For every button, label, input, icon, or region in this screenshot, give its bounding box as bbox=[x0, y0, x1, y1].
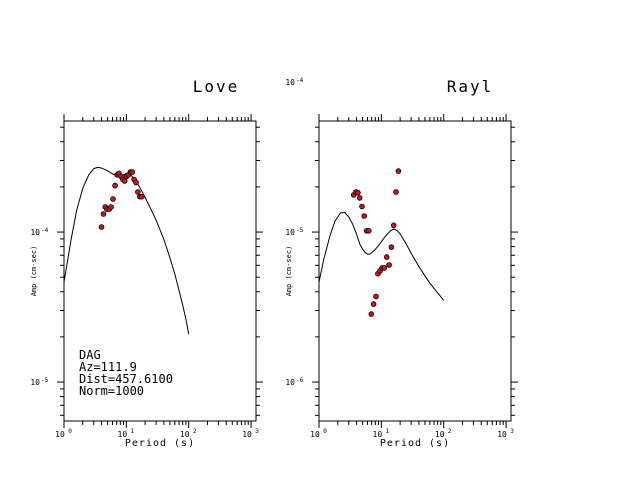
rayl-data-points-layer bbox=[350, 168, 402, 317]
rayl-panel-title: Rayl bbox=[447, 77, 494, 96]
love-theory-curve-layer bbox=[63, 166, 190, 335]
rayl-data-point bbox=[373, 293, 379, 300]
rayl-y-tick-label: 10 bbox=[285, 228, 295, 237]
rayl-y-tick-label-exp: -5 bbox=[296, 227, 304, 234]
love-data-point bbox=[133, 179, 139, 186]
rayl-data-point bbox=[393, 189, 399, 195]
rayl-data-point bbox=[356, 195, 363, 201]
rayl-x-tick-label: 10 bbox=[435, 430, 445, 439]
rayl-y-tick-label-exp: -4 bbox=[296, 77, 304, 84]
love-data-point bbox=[98, 224, 105, 230]
rayl-panel: Rayl 10 0 10 1 10 2 10 310 -610 -510 -4 Amp (cm-se… bbox=[285, 77, 518, 449]
love-data-point bbox=[135, 189, 141, 195]
love-data-point bbox=[108, 204, 114, 210]
love-y-axis-label: Amp (cm-sec) bbox=[30, 246, 38, 297]
rayl-data-point bbox=[388, 244, 395, 251]
love-data-point bbox=[100, 211, 107, 217]
station-azimuth: Az=111.9 bbox=[79, 360, 137, 374]
rayl-x-tick-label-exp: 0 bbox=[323, 428, 327, 435]
rayl-data-point bbox=[383, 254, 390, 260]
love-data-points-layer bbox=[98, 169, 145, 230]
rayl-data-point bbox=[361, 213, 368, 219]
love-x-tick-label: 10 bbox=[180, 430, 190, 439]
love-x-tick-label-exp: 1 bbox=[131, 428, 135, 435]
love-y-tick-label: 10 bbox=[30, 378, 40, 387]
rayl-x-tick-label: 10 bbox=[497, 430, 507, 439]
rayl-data-point bbox=[359, 203, 365, 210]
love-y-tick-label: 10 bbox=[30, 228, 40, 237]
rayl-x-tick-label: 10 bbox=[310, 430, 320, 439]
love-x-tick-label: 10 bbox=[55, 430, 65, 439]
love-data-point bbox=[110, 196, 116, 202]
rayl-y-tick-label: 10 bbox=[285, 78, 295, 87]
love-x-tick-label-exp: 3 bbox=[255, 428, 259, 435]
station-norm: Norm=1000 bbox=[79, 384, 144, 398]
rayl-theory-curve-layer bbox=[318, 211, 445, 301]
love-plot-frame bbox=[63, 120, 257, 422]
love-x-tick-label: 10 bbox=[242, 430, 252, 439]
love-x-tick-label-exp: 2 bbox=[193, 428, 197, 435]
rayl-x-axis-label: Period (s) bbox=[380, 438, 450, 449]
love-y-tick-label-exp: -4 bbox=[41, 227, 49, 234]
love-data-point bbox=[129, 169, 136, 175]
rayl-data-point bbox=[395, 168, 402, 174]
rayl-data-point bbox=[365, 228, 372, 234]
rayl-plot-frame bbox=[318, 120, 512, 422]
rayl-theory-curve bbox=[318, 211, 445, 301]
station-name: DAG bbox=[79, 348, 101, 362]
love-panel: Love 10 0 10 1 10 2 10 310 -510 -4 Amp (cm-sec) P… bbox=[30, 77, 263, 449]
love-y-tick-label-exp: -5 bbox=[41, 377, 49, 384]
rayl-y-tick-label-exp: -6 bbox=[296, 377, 304, 384]
rayl-y-axis-label: Amp (cm-sec) bbox=[285, 246, 293, 297]
love-theory-curve bbox=[63, 166, 190, 335]
love-axes: 10 0 10 1 10 2 10 310 -510 -4 bbox=[30, 114, 263, 439]
rayl-data-point bbox=[390, 222, 397, 229]
rayl-x-tick-label: 10 bbox=[373, 430, 383, 439]
love-x-axis-label: Period (s) bbox=[125, 438, 195, 449]
love-y-axis-label-group: Amp (cm-sec) bbox=[30, 246, 38, 297]
rayl-y-tick-label: 10 bbox=[285, 378, 295, 387]
love-x-tick-label-exp: 0 bbox=[68, 428, 72, 435]
love-data-point bbox=[121, 178, 128, 184]
rayl-data-point bbox=[368, 311, 375, 317]
rayl-data-point bbox=[386, 262, 392, 268]
rayl-y-axis-label-group: Amp (cm-sec) bbox=[285, 246, 293, 297]
love-data-point bbox=[112, 182, 118, 189]
love-panel-title: Love bbox=[193, 77, 240, 96]
rayl-x-tick-label-exp: 1 bbox=[386, 428, 390, 435]
love-data-point bbox=[138, 193, 145, 200]
love-x-tick-label: 10 bbox=[118, 430, 128, 439]
rayl-data-point bbox=[370, 301, 377, 307]
rayl-x-tick-label-exp: 3 bbox=[510, 428, 514, 435]
rayl-x-tick-label-exp: 2 bbox=[448, 428, 452, 435]
station-distance: Dist=457.6100 bbox=[79, 372, 173, 386]
love-station-info: DAG Az=111.9 Dist=457.6100 Norm=1000 bbox=[79, 348, 173, 398]
rayl-axes: 10 0 10 1 10 2 10 310 -610 -510 -4 bbox=[285, 77, 518, 439]
rayl-data-point bbox=[355, 189, 361, 196]
rayl-data-point bbox=[381, 265, 388, 271]
